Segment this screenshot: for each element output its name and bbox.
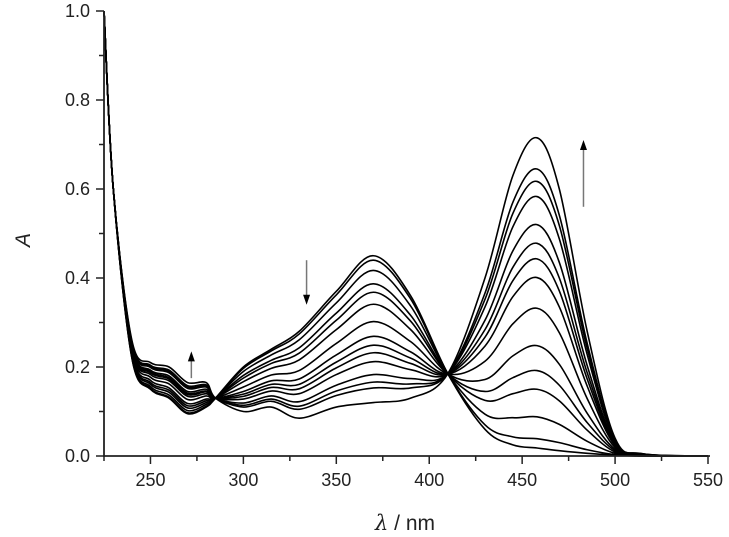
x-tick-label: 350 [321,470,351,490]
y-axis-label: A [12,233,35,249]
spectrum-line-10 [103,10,709,457]
arrow-down-icon [303,294,311,305]
spectrum-line-12 [103,10,709,457]
y-tick-label: 1.0 [65,1,90,21]
spectrum-line-7 [103,10,709,457]
spectrum-line-13 [103,10,709,457]
spectrum-line-15 [103,10,709,457]
spectrum-line-11 [103,10,709,457]
spectrum-line-5 [103,10,709,457]
arrow-up-icon [579,140,587,151]
arrow-up-icon [187,351,195,362]
spectrum-line-9 [103,10,709,457]
y-tick-label: 0.8 [65,90,90,110]
arrows-group [187,140,587,379]
spectrum-line-3 [103,10,709,457]
spectrum-line-8 [103,10,709,457]
y-tick-label: 0.2 [65,357,90,377]
x-axis-symbol: λ [374,511,388,535]
spectrum-line-4 [103,10,709,457]
x-tick-label: 300 [228,470,258,490]
x-tick-label: 550 [693,470,723,490]
x-tick-label: 450 [507,470,537,490]
y-tick-label: 0.0 [65,446,90,466]
axes-group: 250 300 350 400 450 500 550 0.0 0.2 0.4 0.6 0.8 1.0 [65,1,723,490]
y-tick-label: 0.6 [65,179,90,199]
y-tick-label: 0.4 [65,268,90,288]
x-axis-unit: / nm [388,512,435,535]
spectrum-line-1 [103,10,709,457]
spectrum-line-6 [103,10,709,457]
x-tick-label: 250 [135,470,165,490]
spectra-group [103,10,709,457]
x-tick-label: 500 [600,470,630,490]
x-tick-label: 400 [414,470,444,490]
x-axis-label: λ / nm [374,511,435,535]
